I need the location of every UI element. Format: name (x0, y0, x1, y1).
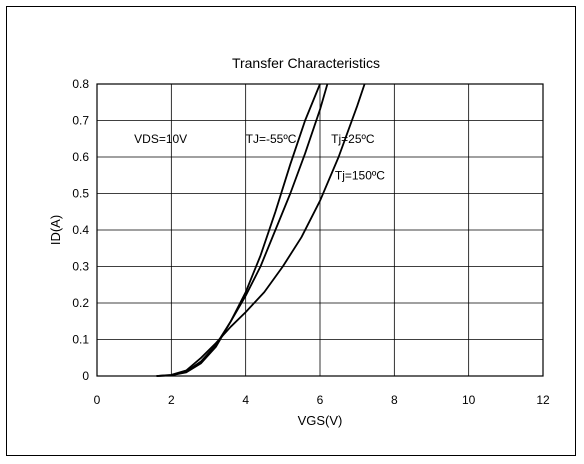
grid (97, 84, 543, 376)
series-line-2 (156, 83, 366, 377)
y-tick-label: 0.1 (72, 333, 89, 347)
y-tick-label: 0.2 (72, 296, 89, 310)
y-tick-label: 0 (82, 369, 89, 383)
annotation-label: VDS=10V (134, 132, 187, 146)
y-axis-label: ID(A) (48, 215, 63, 245)
x-tick-label: 8 (391, 393, 398, 407)
y-tick-label: 0.7 (72, 114, 89, 128)
chart-frame (6, 6, 576, 456)
series-group (156, 83, 366, 377)
x-tick-label: 6 (317, 393, 324, 407)
x-tick-label: 12 (536, 393, 550, 407)
chart-title: Transfer Characteristics (232, 55, 380, 71)
y-tick-label: 0.8 (72, 77, 89, 91)
x-tick-label: 0 (94, 393, 101, 407)
y-tick-label: 0.5 (72, 187, 89, 201)
annotation-label: Tj=25ºC (331, 132, 375, 146)
x-tick-label: 4 (242, 393, 249, 407)
x-axis-ticks: 0 2 4 6 8 10 12 (94, 393, 550, 407)
x-axis-label: VGS(V) (298, 413, 343, 428)
y-tick-label: 0.3 (72, 260, 89, 274)
annotation-label: TJ=-55ºC (246, 132, 297, 146)
annotations: VDS=10V TJ=-55ºC Tj=25ºC Tj=150ºC (134, 132, 385, 183)
y-tick-label: 0.6 (72, 150, 89, 164)
x-tick-label: 10 (462, 393, 476, 407)
x-tick-label: 2 (168, 393, 175, 407)
y-tick-label: 0.4 (72, 223, 89, 237)
series-line-1 (156, 83, 329, 377)
y-axis-ticks: 0 0.1 0.2 0.3 0.4 0.5 0.6 0.7 0.8 (72, 77, 89, 383)
annotation-label: Tj=150ºC (335, 168, 385, 182)
